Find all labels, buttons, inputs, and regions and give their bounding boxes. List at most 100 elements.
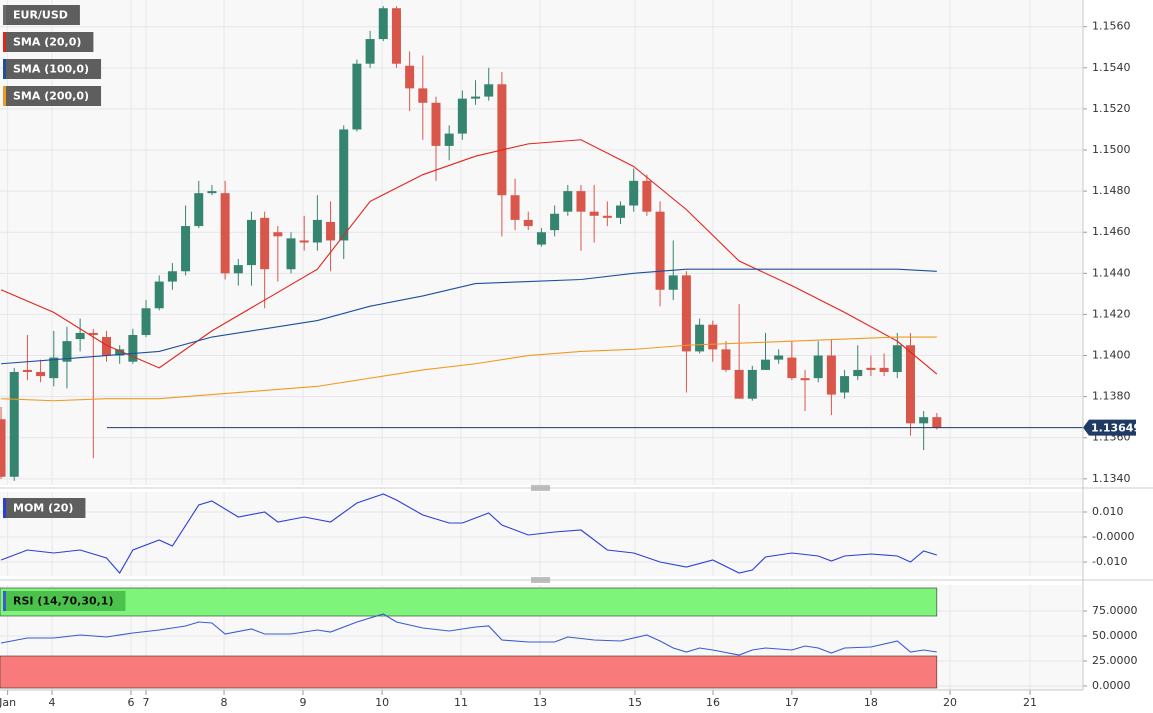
overbought-zone	[0, 587, 938, 617]
candle-body	[181, 226, 191, 272]
x-tick-label: 6	[128, 696, 135, 709]
candle-body	[655, 211, 665, 290]
candle-body	[497, 84, 507, 196]
candle-body	[484, 84, 494, 97]
legend-swatch	[3, 591, 6, 611]
candle-body	[813, 355, 823, 379]
candle-body	[589, 211, 599, 216]
legend-box	[3, 498, 86, 518]
candle-body	[708, 324, 718, 350]
x-tick-label: 9	[300, 696, 307, 709]
candle-body	[800, 378, 810, 381]
candle-body	[510, 195, 520, 220]
legend-box	[3, 32, 94, 52]
candle-body	[141, 308, 151, 335]
candle-body	[49, 357, 59, 379]
candle-body	[22, 369, 32, 372]
candle-body	[576, 191, 586, 212]
candle-body	[339, 129, 349, 241]
candle-body	[681, 275, 691, 352]
legend-item: RSI (14,70,30,1)	[3, 591, 126, 611]
x-tick-label: 16	[706, 696, 720, 709]
candle-body	[75, 332, 85, 340]
candle-body	[892, 345, 902, 372]
y-tick-label: 1.1540	[1092, 61, 1131, 74]
candle-body	[101, 337, 111, 356]
x-tick-label: 13	[533, 696, 547, 709]
legend-swatch	[3, 5, 6, 25]
candle-body	[260, 217, 270, 270]
x-tick-label: 20	[943, 696, 957, 709]
legend-box	[3, 86, 102, 106]
candle-body	[523, 219, 533, 227]
candle-body	[550, 213, 560, 231]
candle-body	[905, 345, 915, 424]
candle-body	[391, 8, 401, 64]
legend-box	[3, 5, 80, 25]
candle-body	[602, 215, 612, 218]
candle-body	[128, 334, 138, 362]
indicator-line	[0, 493, 937, 574]
candle-body	[62, 341, 72, 362]
y-tick-label: 1.1400	[1092, 349, 1131, 362]
candle-body	[405, 65, 415, 89]
y-tick-label: 1.1520	[1092, 102, 1131, 115]
legend-box	[3, 591, 126, 611]
y-tick-label: 1.1440	[1092, 266, 1131, 279]
candle-body	[115, 349, 125, 356]
candle-body	[787, 357, 797, 379]
legend-item: SMA (100,0)	[3, 59, 102, 79]
candle-body	[444, 133, 454, 146]
legend-swatch	[3, 86, 6, 106]
candle-body	[312, 219, 322, 243]
legend-swatch	[3, 498, 6, 518]
candle-body	[207, 191, 217, 194]
candle-body	[734, 369, 744, 399]
legend-item: MOM (20)	[3, 498, 86, 518]
oversold-zone	[0, 655, 938, 689]
candle-body	[233, 265, 243, 274]
legend-item: EUR/USD	[3, 5, 80, 25]
candle-body	[536, 232, 546, 245]
candle-body	[563, 191, 573, 212]
candle-body	[642, 180, 652, 212]
candle-body	[378, 8, 388, 40]
candle-body	[352, 63, 362, 130]
last-price-label: 1.13649	[1091, 422, 1141, 435]
candle-body	[418, 88, 428, 103]
legend-item: SMA (200,0)	[3, 86, 102, 106]
candle-body	[879, 367, 889, 372]
candle-body	[721, 349, 731, 370]
candle-body	[457, 98, 467, 134]
candle-body	[629, 180, 639, 206]
x-tick-label: 15	[628, 696, 642, 709]
candle-body	[866, 367, 876, 370]
y-tick-label: 1.1480	[1092, 184, 1131, 197]
legend-label: SMA (100,0)	[13, 63, 89, 76]
x-tick-label: 11	[454, 696, 468, 709]
y-tick-label: -0.010	[1092, 555, 1127, 568]
x-tick-label: 17	[785, 696, 799, 709]
y-tick-label: 1.1500	[1092, 143, 1131, 156]
y-tick-label: 0.010	[1092, 505, 1124, 518]
candle-body	[747, 369, 757, 399]
candle-body	[326, 221, 336, 241]
legend-label: SMA (200,0)	[13, 90, 89, 103]
candle-body	[919, 417, 929, 424]
y-tick-label: 75.0000	[1092, 604, 1138, 617]
legend-swatch	[3, 32, 6, 52]
legend-label: SMA (20,0)	[13, 36, 81, 49]
candle-body	[695, 324, 705, 352]
legend-label: EUR/USD	[13, 9, 68, 22]
legend-item: SMA (20,0)	[3, 32, 94, 52]
legend-label: RSI (14,70,30,1)	[13, 595, 113, 608]
y-tick-label: 1.1560	[1092, 20, 1131, 33]
candle-body	[36, 371, 46, 377]
candle-body	[431, 102, 441, 146]
legend-box	[3, 59, 102, 79]
candle-body	[299, 240, 309, 243]
x-tick-label: 18	[864, 696, 878, 709]
candle-body	[246, 219, 256, 266]
x-tick-label: 21	[1023, 696, 1037, 709]
